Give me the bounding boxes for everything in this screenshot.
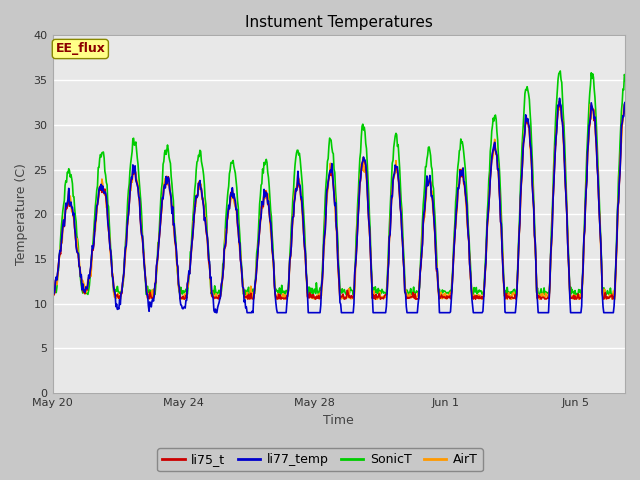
AirT bbox=[390, 172, 398, 178]
li75_t bbox=[180, 296, 188, 302]
Line: li75_t: li75_t bbox=[52, 101, 640, 299]
AirT bbox=[555, 99, 563, 105]
AirT bbox=[637, 291, 640, 297]
li77_temp bbox=[49, 291, 56, 297]
AirT bbox=[85, 278, 93, 284]
SonicT bbox=[637, 288, 640, 294]
li75_t bbox=[424, 180, 432, 185]
li75_t bbox=[49, 293, 56, 299]
li77_temp bbox=[392, 162, 399, 168]
li75_t bbox=[392, 165, 399, 170]
SonicT bbox=[424, 152, 431, 158]
li77_temp bbox=[407, 310, 415, 315]
li77_temp bbox=[212, 310, 220, 315]
li75_t bbox=[556, 98, 563, 104]
Line: AirT: AirT bbox=[52, 102, 640, 299]
li77_temp bbox=[557, 103, 565, 108]
Legend: li75_t, li77_temp, SonicT, AirT: li75_t, li77_temp, SonicT, AirT bbox=[157, 448, 483, 471]
li75_t bbox=[557, 105, 565, 111]
li77_temp bbox=[85, 272, 93, 278]
li77_temp bbox=[424, 180, 432, 185]
SonicT bbox=[556, 68, 564, 74]
X-axis label: Time: Time bbox=[323, 414, 354, 427]
AirT bbox=[508, 296, 515, 302]
AirT bbox=[49, 292, 56, 298]
Y-axis label: Temperature (C): Temperature (C) bbox=[15, 163, 28, 265]
SonicT bbox=[390, 138, 398, 144]
li77_temp bbox=[496, 198, 504, 204]
Line: SonicT: SonicT bbox=[52, 71, 640, 295]
AirT bbox=[406, 291, 414, 297]
SonicT bbox=[49, 287, 56, 293]
SonicT bbox=[602, 292, 610, 298]
Text: EE_flux: EE_flux bbox=[56, 43, 105, 56]
SonicT bbox=[495, 161, 503, 167]
SonicT bbox=[406, 289, 414, 295]
li75_t bbox=[637, 294, 640, 300]
AirT bbox=[424, 181, 431, 187]
li77_temp bbox=[637, 310, 640, 315]
li75_t bbox=[85, 274, 93, 280]
SonicT bbox=[85, 288, 93, 293]
Line: li77_temp: li77_temp bbox=[52, 98, 640, 312]
li75_t bbox=[407, 294, 415, 300]
li77_temp bbox=[556, 96, 563, 101]
AirT bbox=[557, 109, 565, 115]
AirT bbox=[495, 185, 503, 191]
li75_t bbox=[496, 199, 504, 205]
Title: Instument Temperatures: Instument Temperatures bbox=[245, 15, 433, 30]
SonicT bbox=[556, 70, 563, 75]
